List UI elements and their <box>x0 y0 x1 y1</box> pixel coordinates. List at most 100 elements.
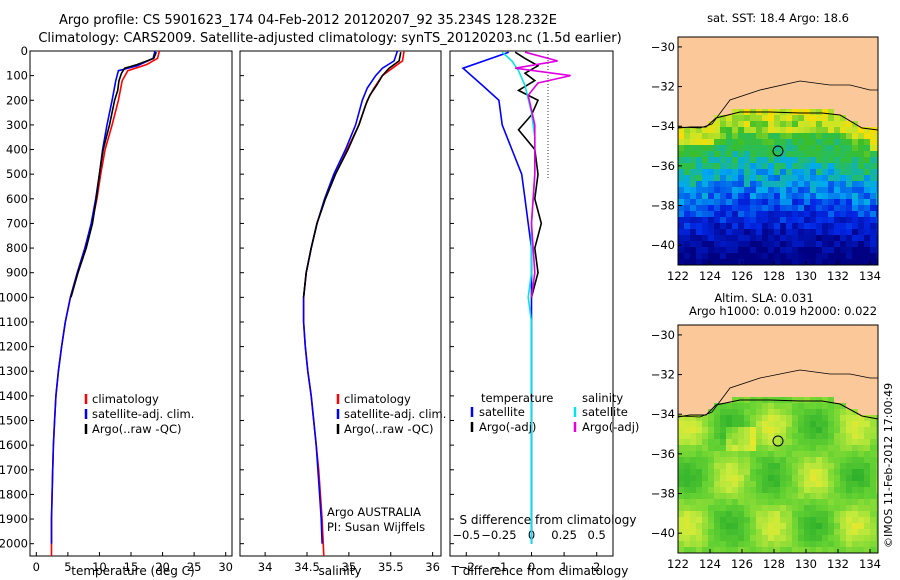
map-cell <box>744 463 750 469</box>
map-cell <box>756 151 762 157</box>
map-cell <box>852 151 858 157</box>
map-cell <box>762 133 768 139</box>
depth-axis-ticks: 0100200300400500600700800900100011001200… <box>0 44 34 551</box>
map-cell <box>768 205 774 211</box>
map-cell <box>750 157 756 163</box>
map-cell <box>738 451 744 457</box>
map-cell <box>858 181 864 187</box>
map-cell <box>738 541 744 547</box>
map-cell <box>816 187 822 193</box>
map-cell <box>738 175 744 181</box>
map-cell <box>798 199 804 205</box>
map-cell <box>852 433 858 439</box>
map-cell <box>816 487 822 493</box>
legend-heading: temperature <box>481 391 553 405</box>
map-cell <box>708 175 714 181</box>
map-cell <box>822 481 828 487</box>
map-x-tick-label: 134 <box>859 557 881 571</box>
map-cell <box>792 409 798 415</box>
map-cell <box>684 493 690 499</box>
map-cell <box>840 169 846 175</box>
map-cell <box>846 259 852 265</box>
map-cell <box>714 523 720 529</box>
map-cell <box>738 121 744 127</box>
map-cell <box>756 403 762 409</box>
map-cell <box>768 415 774 421</box>
map-cell <box>822 235 828 241</box>
map-cell <box>804 205 810 211</box>
depth-tick-label: 1400 <box>0 389 28 403</box>
map-cell <box>738 439 744 445</box>
map-cell <box>744 487 750 493</box>
map-cell <box>768 151 774 157</box>
map-cell <box>852 445 858 451</box>
map-cell <box>870 505 876 511</box>
map-cell <box>840 199 846 205</box>
map-cell <box>726 151 732 157</box>
map-cell <box>720 115 726 121</box>
map-cell <box>876 199 878 205</box>
map-cell <box>840 493 846 499</box>
map-cell <box>732 421 738 427</box>
map-cell <box>810 199 816 205</box>
map-cell <box>792 217 798 223</box>
map-cell <box>732 535 738 541</box>
map-cell <box>846 187 852 193</box>
depth-tick-label: 1100 <box>0 315 28 329</box>
map-cell <box>756 139 762 145</box>
map-cell <box>768 409 774 415</box>
map-cell <box>738 517 744 523</box>
map-cell <box>720 547 726 553</box>
map-cell <box>804 409 810 415</box>
map-cell <box>816 403 822 409</box>
map-cell <box>678 415 684 421</box>
map-cell <box>864 151 870 157</box>
x-tick-label: 36 <box>425 560 440 574</box>
map-cell <box>690 187 696 193</box>
map-cell <box>714 475 720 481</box>
map-cell <box>696 247 702 253</box>
map-cell <box>852 451 858 457</box>
map-cell <box>696 493 702 499</box>
map-cell <box>786 487 792 493</box>
map-cell <box>720 535 726 541</box>
map-cell <box>816 439 822 445</box>
map-cell <box>852 187 858 193</box>
map-cell <box>834 415 840 421</box>
map-cell <box>834 121 840 127</box>
map-cell <box>846 499 852 505</box>
map-y-tick-label: −36 <box>651 159 675 173</box>
map-cell <box>828 403 834 409</box>
map-cell <box>762 499 768 505</box>
map-cell <box>816 421 822 427</box>
map-cell <box>852 193 858 199</box>
map-cell <box>780 205 786 211</box>
map-cell <box>804 175 810 181</box>
map-cell <box>822 205 828 211</box>
map-cell <box>756 421 762 427</box>
map-cell <box>840 181 846 187</box>
map-cell <box>768 139 774 145</box>
map-cell <box>678 193 684 199</box>
map-cell <box>870 145 876 151</box>
map-cell <box>726 205 732 211</box>
map-cell <box>714 547 720 553</box>
map-cell <box>816 217 822 223</box>
map-cell <box>738 475 744 481</box>
map-cell <box>864 541 870 547</box>
map-cell <box>822 457 828 463</box>
map-cell <box>744 133 750 139</box>
map-cell <box>708 421 714 427</box>
map-cell <box>696 169 702 175</box>
map-cell <box>816 193 822 199</box>
map-cell <box>702 529 708 535</box>
map-cell <box>870 481 876 487</box>
map-cell <box>816 133 822 139</box>
map-cell <box>696 229 702 235</box>
map-cell <box>822 241 828 247</box>
map-cell <box>840 151 846 157</box>
map-cell <box>738 481 744 487</box>
map-cell <box>846 127 852 133</box>
map-cell <box>714 481 720 487</box>
map-cell <box>762 199 768 205</box>
